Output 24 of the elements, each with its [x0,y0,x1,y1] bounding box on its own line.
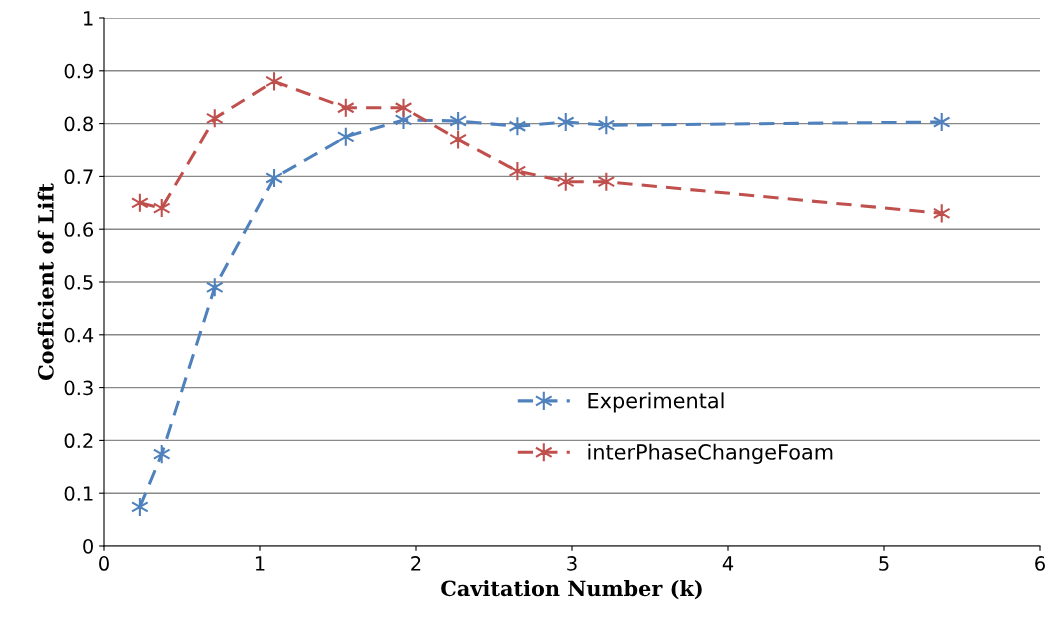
legend-label: interPhaseChangeFoam [588,443,833,464]
legend-label: Experimental [588,392,724,413]
x-tick-label: 6 [1035,556,1045,571]
x-tick-label: 5 [879,556,889,571]
y-tick-label: 0.5 [64,274,93,290]
y-tick-label: 0.6 [64,222,94,237]
y-tick-label: 0.8 [64,116,93,132]
point [336,126,355,147]
y-axis-title: Coeficient of Lift [37,183,54,380]
y-tick-label: 0.2 [64,433,93,449]
y-tick-label: 0 [83,538,93,554]
y-tick-label: 0.1 [64,486,93,501]
point [394,97,413,118]
y-tick-label: 0.7 [64,169,93,185]
y-tick-label: 0.3 [64,380,93,396]
x-tick-label: 4 [722,556,734,571]
x-tick-label: 0 [99,556,109,571]
y-tick-label: 0.9 [64,63,93,79]
x-tick-label: 2 [411,556,421,571]
x-tick-label: 1 [255,556,265,571]
x-tick-label: 3 [567,556,577,571]
y-tick-label: 1 [84,11,93,26]
y-tick-label: 0.4 [64,327,94,343]
x-axis-title: Cavitation Number (k) [441,580,702,600]
